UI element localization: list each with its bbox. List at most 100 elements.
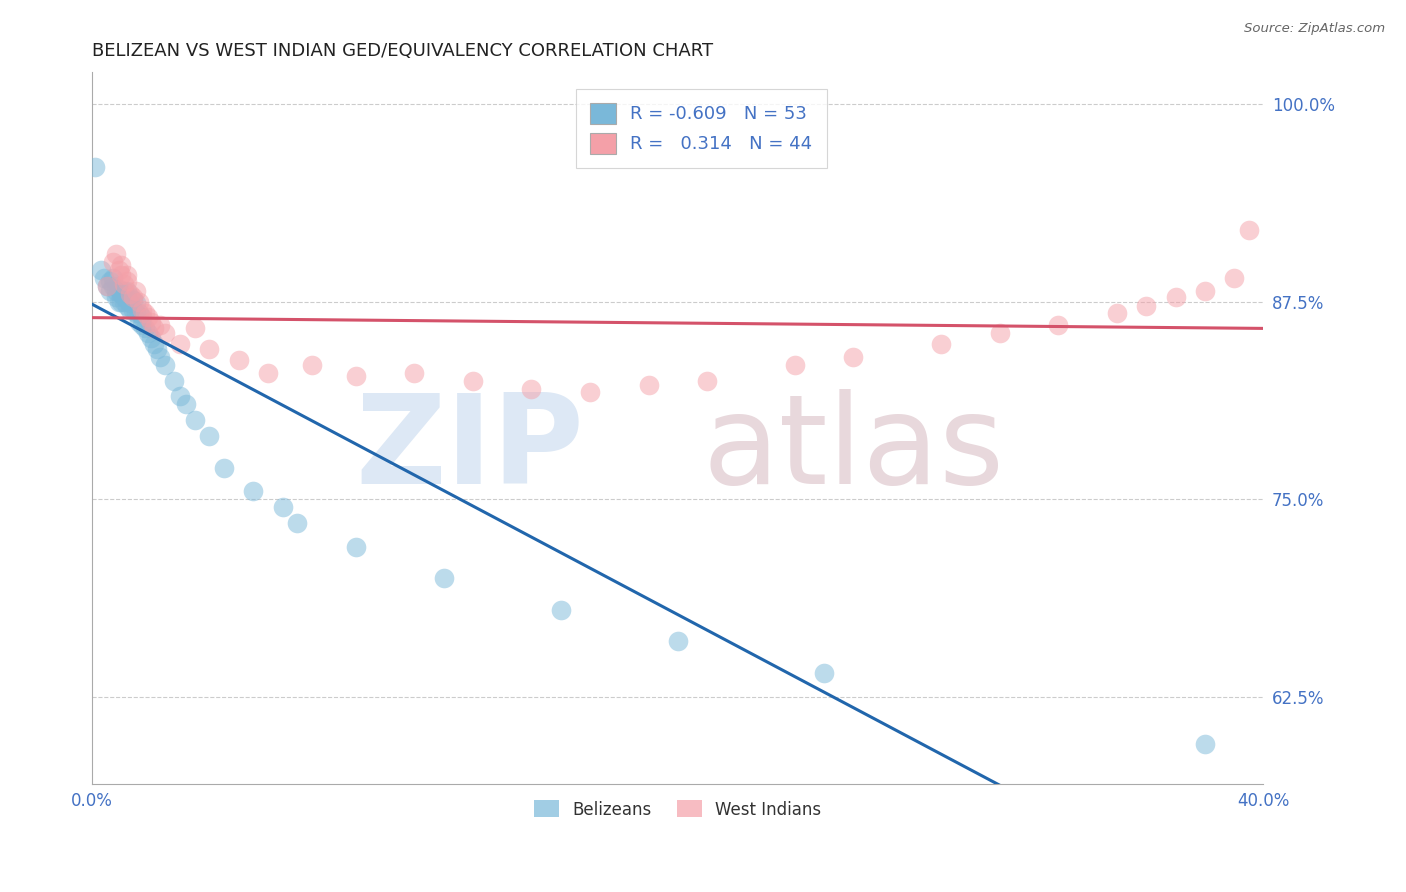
Point [198, 429, 221, 443]
Point [344, 540, 367, 554]
Point [813, 666, 835, 681]
Point [257, 366, 280, 380]
Point [1194, 737, 1216, 751]
Point [783, 358, 806, 372]
Point [98, 284, 121, 298]
Point [666, 634, 689, 648]
Point [101, 278, 124, 293]
Point [101, 271, 124, 285]
Point [110, 286, 132, 301]
Point [155, 358, 177, 372]
Point [104, 284, 127, 298]
Text: ZIP: ZIP [356, 389, 583, 510]
Point [96, 278, 118, 293]
Point [125, 284, 148, 298]
Point [242, 484, 264, 499]
Point [131, 310, 153, 325]
Point [120, 302, 142, 317]
Point [142, 337, 165, 351]
Point [404, 366, 426, 380]
Point [117, 293, 139, 307]
Point [107, 282, 129, 296]
Point [117, 299, 139, 313]
Point [432, 571, 454, 585]
Point [1164, 290, 1187, 304]
Text: atlas: atlas [703, 389, 1004, 510]
Point [128, 294, 150, 309]
Point [128, 315, 150, 329]
Point [1047, 318, 1070, 333]
Point [285, 516, 308, 530]
Point [120, 296, 142, 310]
Point [174, 397, 197, 411]
Point [1135, 299, 1157, 313]
Point [120, 286, 142, 301]
Point [112, 284, 135, 298]
Text: Source: ZipAtlas.com: Source: ZipAtlas.com [1244, 22, 1385, 36]
Point [134, 321, 156, 335]
Point [198, 342, 221, 356]
Point [520, 382, 543, 396]
Point [579, 384, 602, 399]
Point [169, 337, 191, 351]
Point [128, 306, 150, 320]
Point [148, 318, 170, 333]
Point [139, 331, 162, 345]
Point [96, 278, 118, 293]
Point [155, 326, 177, 341]
Point [117, 274, 139, 288]
Point [122, 290, 145, 304]
Point [122, 293, 145, 307]
Point [988, 326, 1011, 341]
Point [117, 284, 139, 298]
Point [112, 294, 135, 309]
Point [1194, 284, 1216, 298]
Point [110, 268, 132, 282]
Point [107, 294, 129, 309]
Point [461, 374, 484, 388]
Point [183, 321, 205, 335]
Point [93, 271, 115, 285]
Point [139, 315, 162, 329]
Point [142, 321, 165, 335]
Point [131, 302, 153, 317]
Point [183, 413, 205, 427]
Text: BELIZEAN VS WEST INDIAN GED/EQUIVALENCY CORRELATION CHART: BELIZEAN VS WEST INDIAN GED/EQUIVALENCY … [93, 42, 713, 60]
Point [122, 302, 145, 317]
Legend: Belizeans, West Indians: Belizeans, West Indians [527, 794, 828, 825]
Point [136, 310, 159, 325]
Point [117, 268, 139, 282]
Point [842, 350, 865, 364]
Point [98, 274, 121, 288]
Point [110, 294, 132, 309]
Point [101, 255, 124, 269]
Point [228, 353, 250, 368]
Point [112, 290, 135, 304]
Point [107, 263, 129, 277]
Point [169, 389, 191, 403]
Point [1105, 306, 1128, 320]
Point [84, 161, 107, 175]
Point [344, 368, 367, 383]
Point [1223, 271, 1246, 285]
Point [637, 378, 659, 392]
Point [550, 603, 572, 617]
Point [104, 247, 127, 261]
Point [134, 306, 156, 320]
Point [301, 358, 323, 372]
Point [148, 350, 170, 364]
Point [271, 500, 294, 515]
Point [110, 258, 132, 272]
Point [931, 337, 953, 351]
Point [136, 326, 159, 341]
Point [145, 342, 167, 356]
Point [120, 290, 142, 304]
Point [90, 263, 112, 277]
Point [112, 277, 135, 292]
Point [131, 318, 153, 333]
Point [696, 374, 718, 388]
Point [163, 374, 186, 388]
Point [212, 460, 235, 475]
Point [125, 296, 148, 310]
Point [1237, 223, 1260, 237]
